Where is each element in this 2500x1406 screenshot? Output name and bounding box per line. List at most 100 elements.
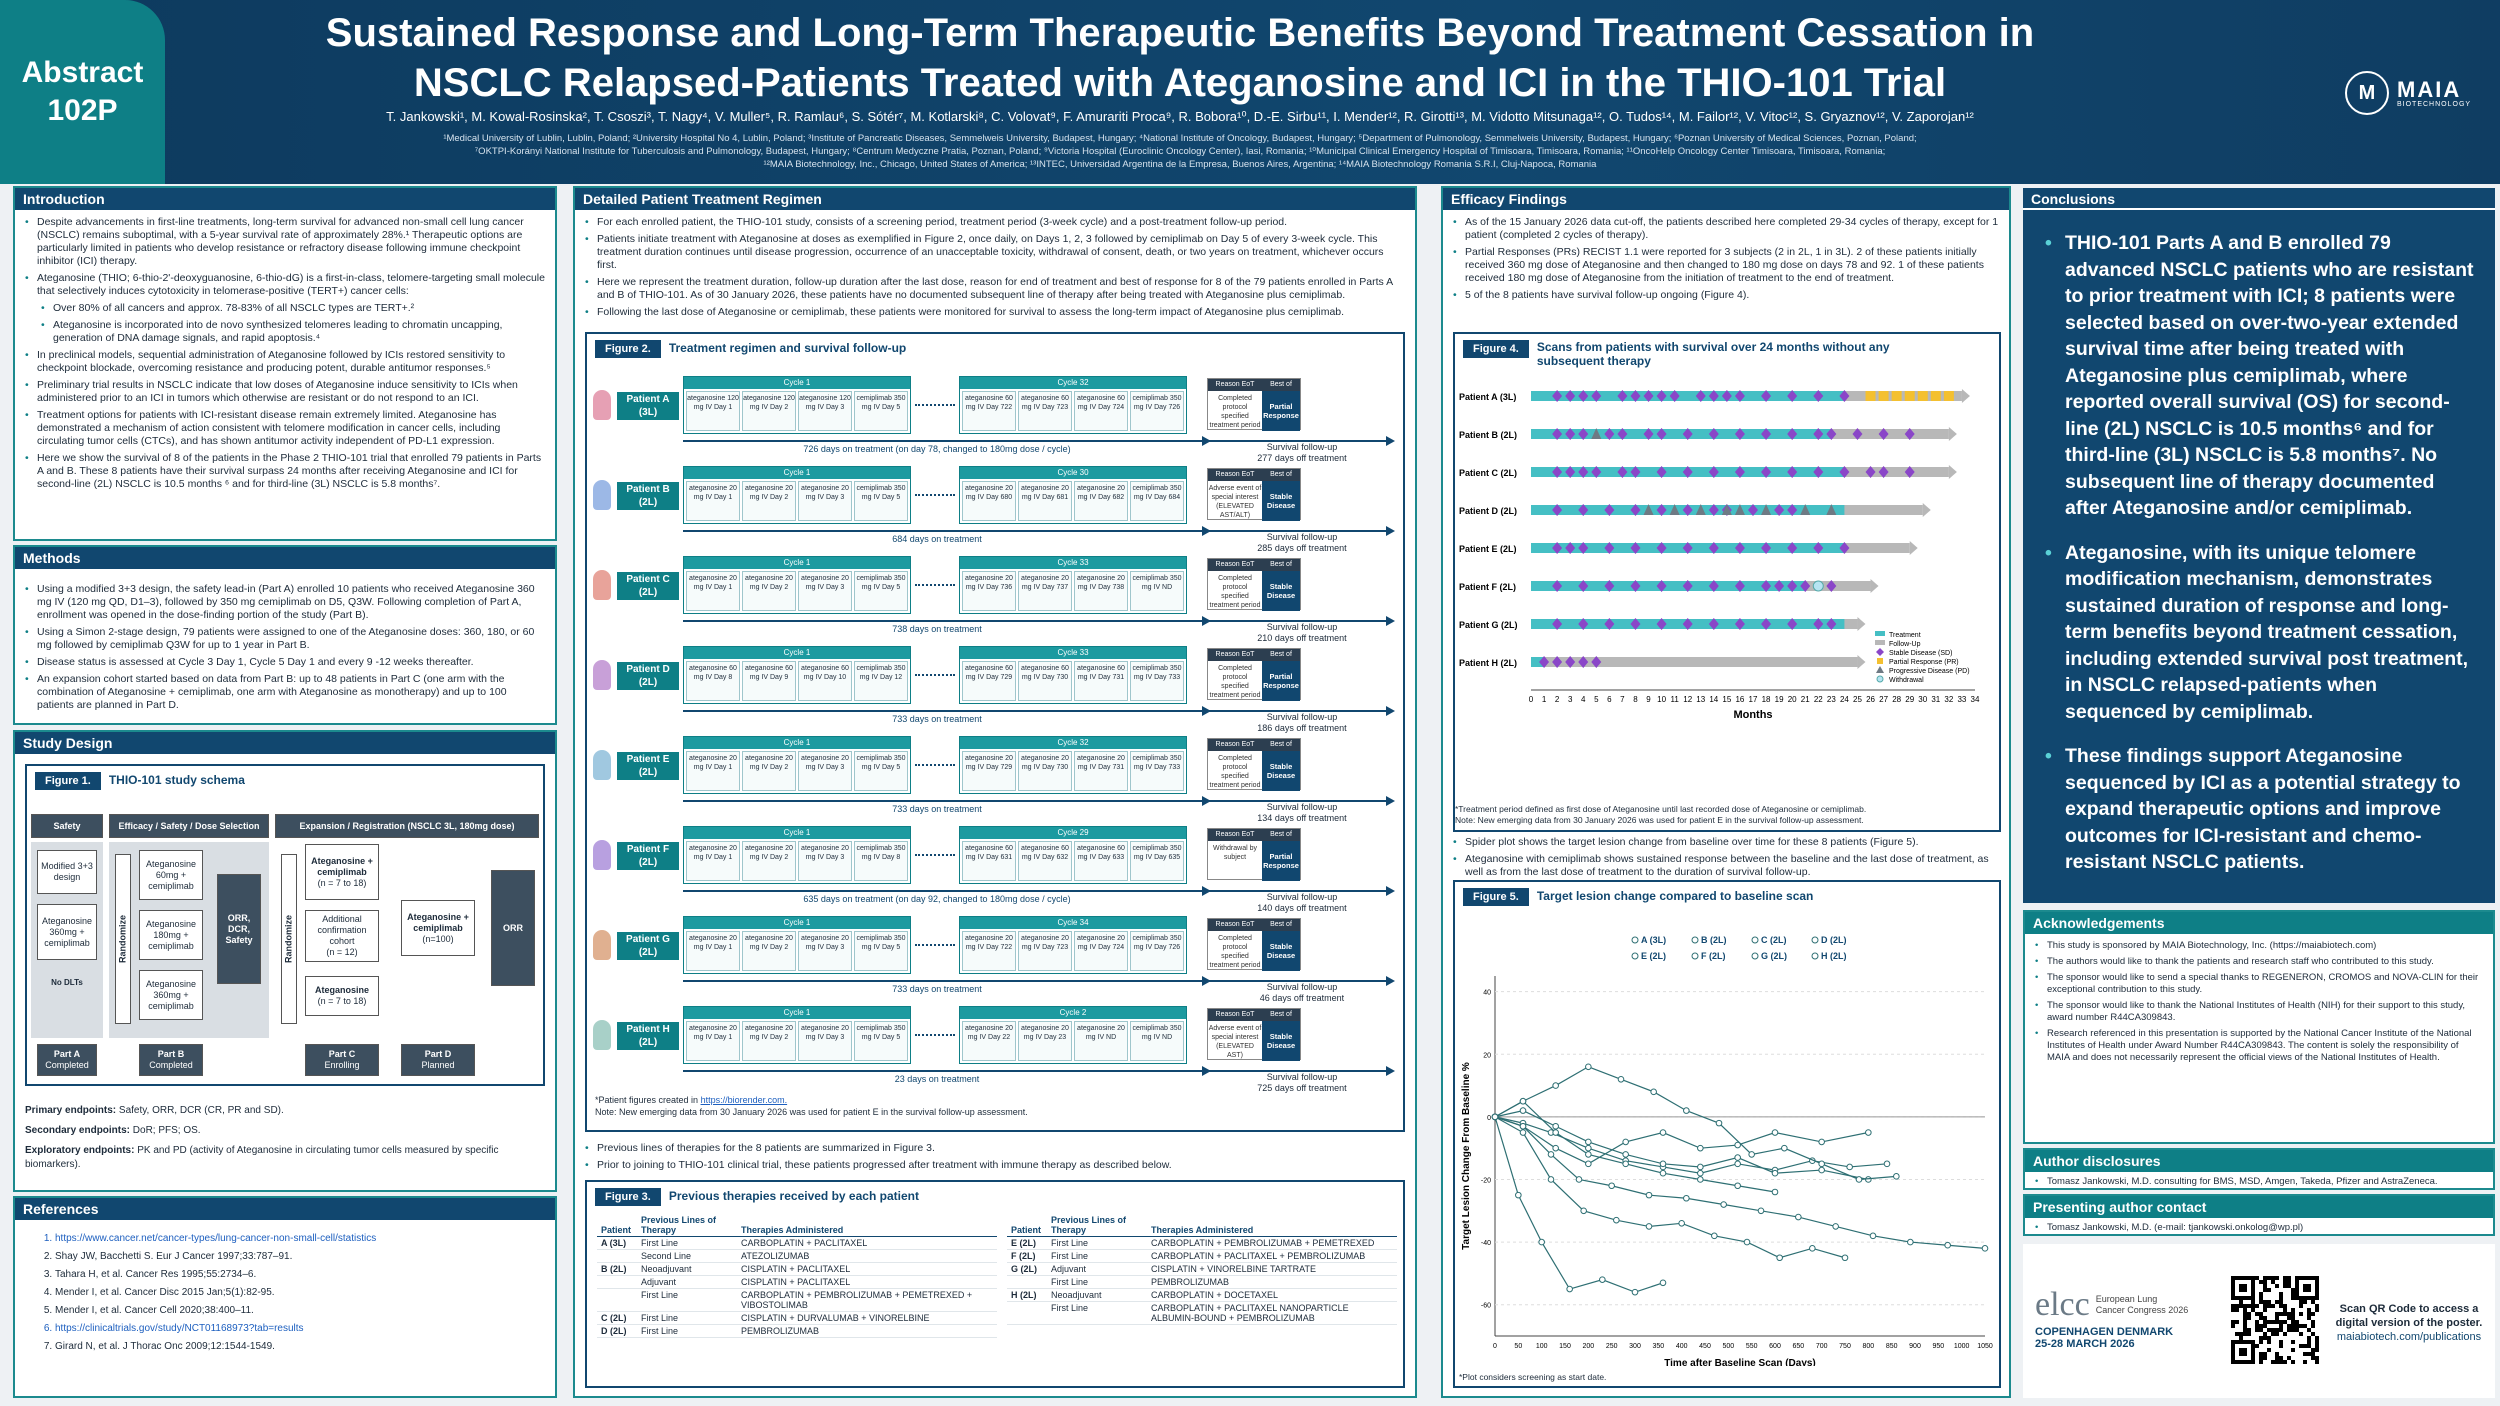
x-tick-label: 450	[1699, 1343, 1711, 1350]
authors: T. Jankowski¹, M. Kowal-Rosinska², T. Cs…	[386, 109, 1974, 124]
legend-swatch	[1631, 936, 1639, 944]
qr-module	[2275, 1276, 2279, 1280]
cycle-block: Cycle 32 ateganosine 20 mg IV Day 729 ateg…	[959, 736, 1187, 794]
elcc-logo: elcc European Lung Cancer Congress 2026 C…	[2035, 1286, 2188, 1350]
qr-module	[2239, 1304, 2243, 1308]
survival-followup: Survival follow-up 210 days off treatment	[1237, 622, 1367, 644]
cycle-block: Cycle 32 ateganosine 60 mg IV Day 722 ateg…	[959, 376, 1187, 434]
survival-followup: Survival follow-up 277 days off treatment	[1237, 442, 1367, 464]
cycle-header: Cycle 32	[960, 737, 1186, 749]
dose-cell: ateganosine 60 mg IV Day 9	[742, 661, 796, 701]
days-on-treatment: 733 days on treatment	[892, 984, 982, 994]
list-item: As of the 15 January 2026 data cut-off, …	[1453, 216, 1999, 242]
section-title: Efficacy Findings	[1443, 188, 2009, 210]
schema-c3-n: (n = 7 to 18)	[317, 996, 367, 1006]
qr-module	[2275, 1328, 2279, 1332]
pd-marker	[1761, 504, 1772, 515]
reference-item[interactable]: https://clinicaltrials.gov/study/NCT0116…	[55, 1320, 545, 1338]
table-cell: CARBOPLATIN + PACLITAXEL NANOPARTICLE AL…	[1147, 1301, 1397, 1325]
legend-swatch	[1751, 936, 1759, 944]
x-tick-label: 34	[1971, 695, 1980, 704]
data-point	[1659, 1279, 1667, 1287]
footer: elcc European Lung Cancer Congress 2026 C…	[2023, 1244, 2495, 1398]
qr-module	[2315, 1356, 2319, 1360]
dose-cell: cemiplimab 350 mg IV Day 733	[1130, 751, 1184, 791]
schema-col-efficacy: Efficacy / Safety / Dose Selection	[109, 814, 269, 838]
qr-module	[2287, 1280, 2291, 1284]
sd-marker	[1761, 390, 1772, 402]
qr-module	[2267, 1340, 2271, 1344]
qr-url[interactable]: maiabiotech.com/publications	[2336, 1331, 2482, 1343]
qr-module	[2255, 1320, 2259, 1324]
list-item: Tomasz Jankowski, M.D. consulting for BM…	[2035, 1175, 2483, 1188]
sd-marker	[1787, 542, 1798, 554]
qr-module	[2311, 1300, 2315, 1304]
qr-module	[2311, 1348, 2315, 1352]
sd-marker	[1656, 428, 1667, 440]
cycle-block: Cycle 1 ateganosine 20 mg IV Day 1 ategano…	[683, 916, 911, 974]
dose-cell: ateganosine 20 mg IV ND	[1074, 1021, 1128, 1061]
figure-title: THIO-101 study schema	[108, 773, 245, 787]
y-tick-label: -20	[1481, 1177, 1491, 1184]
reference-item[interactable]: https://www.cancer.net/cancer-types/lung…	[55, 1230, 545, 1248]
cycle-block: Cycle 1 ateganosine 20 mg IV Day 1 ategano…	[683, 1006, 911, 1064]
survival-days: 134 days off treatment	[1257, 813, 1347, 823]
dose-cell: cemiplimab 350 mg IV Day 12	[854, 661, 908, 701]
y-tick-label: 0	[1487, 1115, 1491, 1122]
sd-marker	[1591, 656, 1602, 668]
pd-marker	[1695, 504, 1706, 515]
biorender-link[interactable]: https://biorender.com.	[700, 1095, 788, 1105]
qr-module	[2247, 1304, 2251, 1308]
sd-marker	[1682, 618, 1693, 630]
dose-cell: ateganosine 60 mg IV Day 10	[798, 661, 852, 701]
dose-cell: ateganosine 120 mg IV Day 1	[686, 391, 740, 431]
qr-module	[2247, 1332, 2251, 1336]
patient-row: Patient E (2L) Cycle 1 ateganosine 20 mg I…	[587, 730, 1403, 823]
part-c-label: Part C	[328, 1049, 356, 1059]
qr-module	[2303, 1344, 2307, 1348]
dose-cell: ateganosine 20 mg IV Day 1	[686, 481, 740, 521]
x-tick-label: 27	[1879, 695, 1888, 704]
dose-cell: ateganosine 20 mg IV Day 722	[962, 931, 1016, 971]
sd-marker	[1761, 428, 1772, 440]
cycle-ellipsis	[915, 494, 955, 496]
sd-marker	[1552, 504, 1563, 516]
dose-cell: ateganosine 20 mg IV Day 2	[742, 751, 796, 791]
qr-code-icon[interactable]	[2231, 1276, 2319, 1364]
qr-module	[2259, 1360, 2263, 1364]
figure-title: Scans from patients with survival over 2…	[1536, 340, 1890, 368]
sd-marker	[1617, 390, 1628, 402]
qr-module	[2259, 1280, 2263, 1284]
contact-panel: Presenting author contact Tomasz Jankows…	[2023, 1194, 2495, 1236]
data-point	[1818, 1160, 1825, 1168]
sd-marker	[1643, 390, 1654, 402]
qr-module	[2303, 1360, 2307, 1364]
followup-arrowhead	[1909, 541, 1918, 555]
qr-module	[2291, 1296, 2295, 1300]
qr-module	[2283, 1308, 2287, 1312]
section-title: References	[15, 1198, 555, 1220]
qr-module	[2283, 1280, 2287, 1284]
survival-followup: Survival follow-up 134 days off treatment	[1237, 802, 1367, 824]
data-point	[1585, 1138, 1592, 1146]
x-tick-label: 11	[1670, 695, 1679, 704]
sd-marker	[1552, 466, 1563, 478]
x-tick-label: 800	[1862, 1343, 1874, 1350]
table-header: Previous Lines of Therapy	[1047, 1214, 1147, 1237]
affiliation-line: ⁷OKTPI-Korányi National Institute for Tu…	[474, 146, 1886, 157]
sd-marker	[1565, 542, 1576, 554]
sd-marker	[1565, 656, 1576, 668]
eot-box: Reason EoT Best of ResponseCompleted prot…	[1207, 918, 1301, 971]
dose-cell: ateganosine 60 mg IV Day 633	[1074, 841, 1128, 881]
sd-marker	[1774, 580, 1785, 592]
x-tick-label: 2	[1555, 695, 1560, 704]
data-point	[1818, 1138, 1825, 1146]
qr-module	[2311, 1312, 2315, 1316]
table-cell: CARBOPLATIN + PEMBROLIZUMAB + PEMETREXED	[1147, 1236, 1397, 1250]
sd-marker	[1878, 428, 1889, 440]
data-point	[1650, 1088, 1657, 1096]
sd-marker	[1630, 504, 1641, 516]
eot-body: Withdrawal by subject Partial Response	[1208, 841, 1300, 881]
table-cell	[597, 1249, 637, 1263]
qr-module	[2231, 1324, 2235, 1328]
